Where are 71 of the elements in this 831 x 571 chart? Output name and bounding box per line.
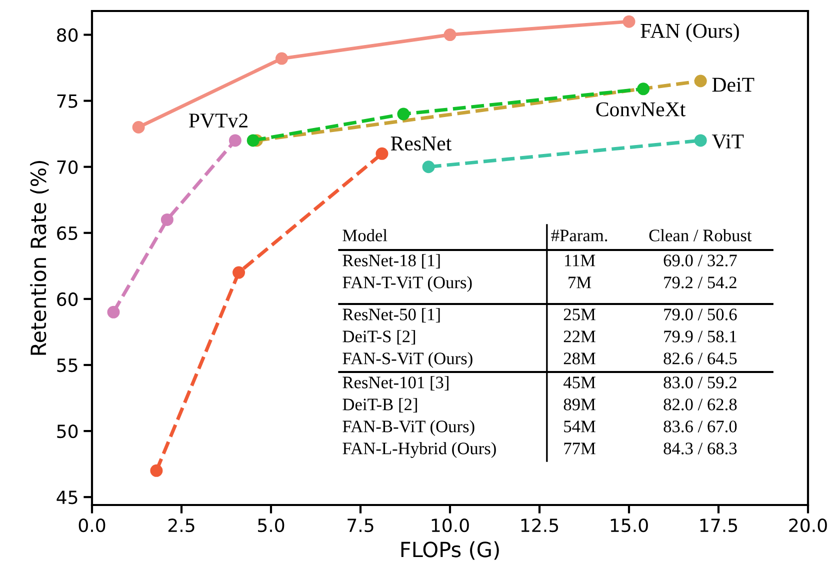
point [622, 15, 636, 28]
x-tick-label: 15.0 [610, 518, 648, 532]
point [694, 74, 707, 88]
annotation: Model [342, 229, 388, 242]
y-tick-label: 70 [57, 160, 78, 174]
annotation: DeiT-S [2] [342, 330, 416, 344]
y-tick-label: 50 [57, 424, 78, 438]
annotation: Clean / Robust [649, 229, 752, 242]
point [228, 134, 242, 147]
x-tick-label: 10.0 [432, 518, 469, 532]
point [275, 52, 288, 65]
point [132, 120, 145, 134]
point [160, 213, 174, 226]
series-label: DeiT [712, 78, 754, 92]
point [376, 147, 388, 160]
point [397, 108, 410, 120]
annotation: 83.6 / 67.0 [664, 420, 737, 432]
annotation: ResNet-18 [1] [342, 254, 440, 268]
x-axis-title: FLOPs (G) [401, 541, 499, 560]
annotation: 82.6 / 64.5 [664, 352, 737, 364]
x-tick-label: 0.0 [78, 518, 106, 532]
annotation: 83.0 / 59.2 [664, 376, 736, 388]
point [246, 134, 260, 147]
annotation: 77M [564, 442, 596, 454]
point [422, 160, 435, 174]
x-tick-label: 5.0 [258, 518, 284, 532]
annotation: FAN-B-ViT (Ours) [342, 420, 474, 436]
annotation: 28M [564, 352, 596, 364]
annotation: #Param. [551, 230, 608, 242]
series-label: ConvNeXt [596, 102, 686, 116]
y-tick-label: 45 [56, 490, 78, 504]
y-axis-title: Retention Rate (%) [30, 161, 49, 355]
y-tick-label: 75 [57, 94, 78, 108]
series-label: FAN (Ours) [640, 23, 739, 42]
x-tick-label: 20.0 [789, 518, 827, 532]
annotation: FAN-S-ViT (Ours) [342, 352, 472, 368]
point [150, 464, 163, 477]
annotation: 25M [564, 308, 596, 320]
point [232, 266, 246, 279]
annotation: 79.0 / 50.6 [664, 308, 737, 320]
y-tick-label: 60 [57, 292, 78, 306]
annotation: 45M [563, 376, 596, 388]
annotation: 89M [564, 398, 596, 410]
annotation: DeiT-B [2] [342, 398, 417, 412]
annotation: 82.0 / 62.8 [664, 398, 737, 410]
point [107, 306, 120, 318]
x-tick-label: 7.5 [348, 518, 374, 532]
annotation: 79.9 / 58.1 [664, 330, 736, 342]
y-tick-label: 55 [57, 358, 78, 372]
point [637, 82, 650, 96]
annotation: 54M [564, 420, 596, 432]
series-label: PVTv2 [189, 114, 248, 128]
annotation: ResNet-50 [1] [342, 308, 440, 322]
annotation: 69.0 / 32.7 [664, 254, 737, 266]
series-label: ViT [712, 134, 744, 149]
x-tick-label: 17.5 [700, 518, 738, 532]
y-tick-label: 80 [57, 28, 78, 42]
series-label: ResNet [390, 136, 452, 151]
annotation: 11M [565, 254, 596, 266]
x-tick-label: 2.5 [168, 518, 194, 532]
annotation: FAN-T-ViT (Ours) [342, 276, 472, 292]
x-tick-label: 12.5 [521, 518, 558, 532]
annotation: 7M [568, 276, 592, 288]
annotation: FAN-L-Hybrid (Ours) [342, 442, 496, 458]
annotation: 79.2 / 54.2 [664, 276, 736, 288]
annotation: 22M [564, 330, 596, 342]
point [444, 28, 456, 42]
annotation: ResNet-101 [3] [342, 376, 448, 390]
annotation: 84.3 / 68.3 [664, 442, 737, 454]
point [694, 134, 707, 147]
y-tick-label: 65 [57, 226, 78, 240]
